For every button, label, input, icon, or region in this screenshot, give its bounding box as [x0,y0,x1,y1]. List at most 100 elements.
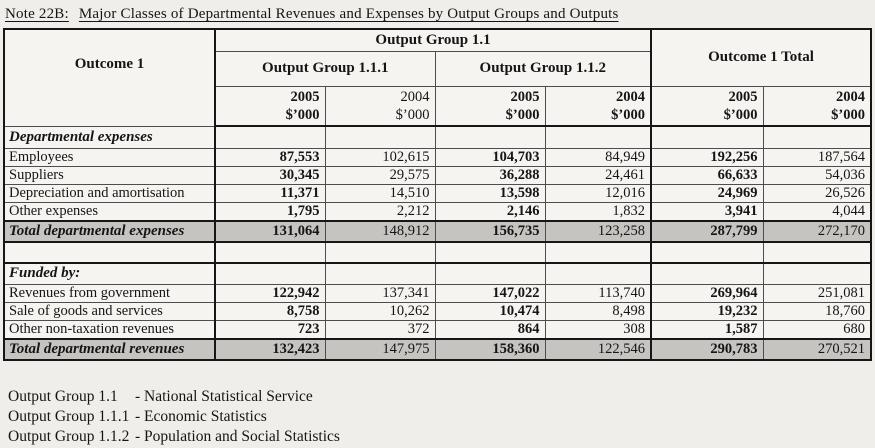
total-row-label: Total departmental revenues [3,338,216,361]
value-cell: 122,942 [214,284,326,303]
value-cell: 1,832 [544,201,652,221]
value-cell: 2,146 [434,201,546,221]
empty-cell [324,262,436,285]
year-header: 2005 $’000 [650,85,764,127]
value-cell: 36,288 [434,165,546,185]
empty-cell [214,125,326,149]
note-title-prefix: Note 22B: [5,6,69,22]
value-cell: 158,360 [434,338,546,361]
empty-cell [324,241,436,264]
empty-cell [544,241,652,264]
value-cell: 1,795 [214,201,326,221]
header-row-subgroups: Output Group 1.1.1 Output Group 1.1.2 [4,50,871,87]
year-header: 2004 $’000 [762,85,872,127]
section-header-row: Departmental expenses [3,125,872,149]
legend-line: Output Group 1.1 - National Statistical S… [8,387,340,407]
legend-desc: - Population and Social Statistics [135,428,340,446]
year-header: 2005 $’000 [214,85,326,127]
value-cell: 66,633 [650,165,764,185]
year-header: 2005 $’000 [434,85,546,127]
output-group-legend: Output Group 1.1 - National Statistical S… [8,387,340,447]
total-expenses-row: Total departmental expenses 131,064 148,… [3,219,872,243]
output-group-1-1-header: Output Group 1.1 [214,28,652,52]
empty-cell [650,125,764,149]
table-row: Sale of goods and services 8,758 10,262 … [3,302,872,321]
total-revenues-row: Total departmental revenues 132,423 147,… [3,338,872,361]
value-cell: 272,170 [762,219,872,243]
table-row: Depreciation and amortisation 11,371 14,… [3,183,872,203]
total-row-label: Total departmental expenses [3,219,216,243]
value-cell: 24,461 [544,165,652,185]
value-cell: 8,498 [544,302,652,321]
note-title: Note 22B: Major Classes of Departmental R… [5,6,619,23]
row-label: Other non-taxation revenues [3,320,216,340]
legend-label: Output Group 1.1 [8,388,118,405]
empty-cell [762,125,872,149]
table-row: Revenues from government 122,942 137,341… [3,284,872,303]
row-label: Suppliers [3,165,216,185]
value-cell: 11,371 [214,183,326,203]
output-group-1-1-1-header: Output Group 1.1.1 [214,50,436,87]
header-row-years: 2005 $’000 2004 $’000 2005 $’000 2004 $’000 … [4,85,872,127]
legend-desc: - National Statistical Service [135,388,313,405]
empty-cell [214,241,326,264]
value-cell: 102,615 [324,147,436,167]
empty-cell [544,262,652,285]
outcome-1-total-header: Outcome 1 Total [650,28,872,87]
value-cell: 372 [324,320,436,340]
value-cell: 147,975 [324,338,436,361]
value-cell: 3,941 [650,201,764,221]
row-label: Employees [3,147,216,167]
spacer-row [3,241,872,264]
table-row: Other expenses 1,795 2,212 2,146 1,832 3… [3,201,872,221]
table-row: Other non-taxation revenues 723 372 864 … [3,320,872,340]
row-label: Revenues from government [3,284,216,303]
value-cell: 10,474 [434,302,546,321]
revenues-expenses-table: Outcome 1 Output Group 1.1 Outcome 1 Tot… [3,28,872,361]
empty-cell [434,262,546,285]
value-cell: 251,081 [762,284,872,303]
value-cell: 10,262 [324,302,436,321]
row-label: Other expenses [3,201,216,221]
section-header-row: Funded by: [3,262,872,285]
value-cell: 122,546 [544,338,652,361]
value-cell: 54,036 [762,165,872,185]
value-cell: 723 [214,320,326,340]
value-cell: 864 [434,320,546,340]
empty-cell [650,241,764,264]
value-cell: 13,598 [434,183,546,203]
value-cell: 156,735 [434,219,546,243]
value-cell: 8,758 [214,302,326,321]
value-cell: 30,345 [214,165,326,185]
value-cell: 147,022 [434,284,546,303]
year-header: 2004 $’000 [324,85,436,127]
note-title-text: Major Classes of Departmental Revenues a… [78,6,619,22]
value-cell: 308 [544,320,652,340]
value-cell: 19,232 [650,302,764,321]
value-cell: 24,969 [650,183,764,203]
table-row: Employees 87,553 102,615 104,703 84,949 … [3,147,872,167]
empty-cell [434,241,546,264]
value-cell: 1,587 [650,320,764,340]
value-cell: 18,760 [762,302,872,321]
legend-line: Output Group 1.1.2 - Population and Socia… [8,427,340,447]
corner-outcome-label: Outcome 1 [3,28,216,127]
value-cell: 287,799 [650,219,764,243]
empty-cell [762,241,872,264]
value-cell: 2,212 [324,201,436,221]
legend-label: Output Group 1.1.1 [8,408,130,426]
empty-cell [434,125,546,149]
value-cell: 192,256 [650,147,764,167]
table-row: Suppliers 30,345 29,575 36,288 24,461 66… [3,165,872,185]
value-cell: 680 [762,320,872,340]
value-cell: 87,553 [214,147,326,167]
legend-line: Output Group 1.1.1 - Economic Statistics [8,407,340,427]
value-cell: 270,521 [762,338,872,361]
value-cell: 26,526 [762,183,872,203]
empty-cell [762,262,872,285]
value-cell: 148,912 [324,219,436,243]
empty-cell [544,125,652,149]
value-cell: 14,510 [324,183,436,203]
year-header: 2004 $’000 [544,85,652,127]
empty-cell [324,125,436,149]
